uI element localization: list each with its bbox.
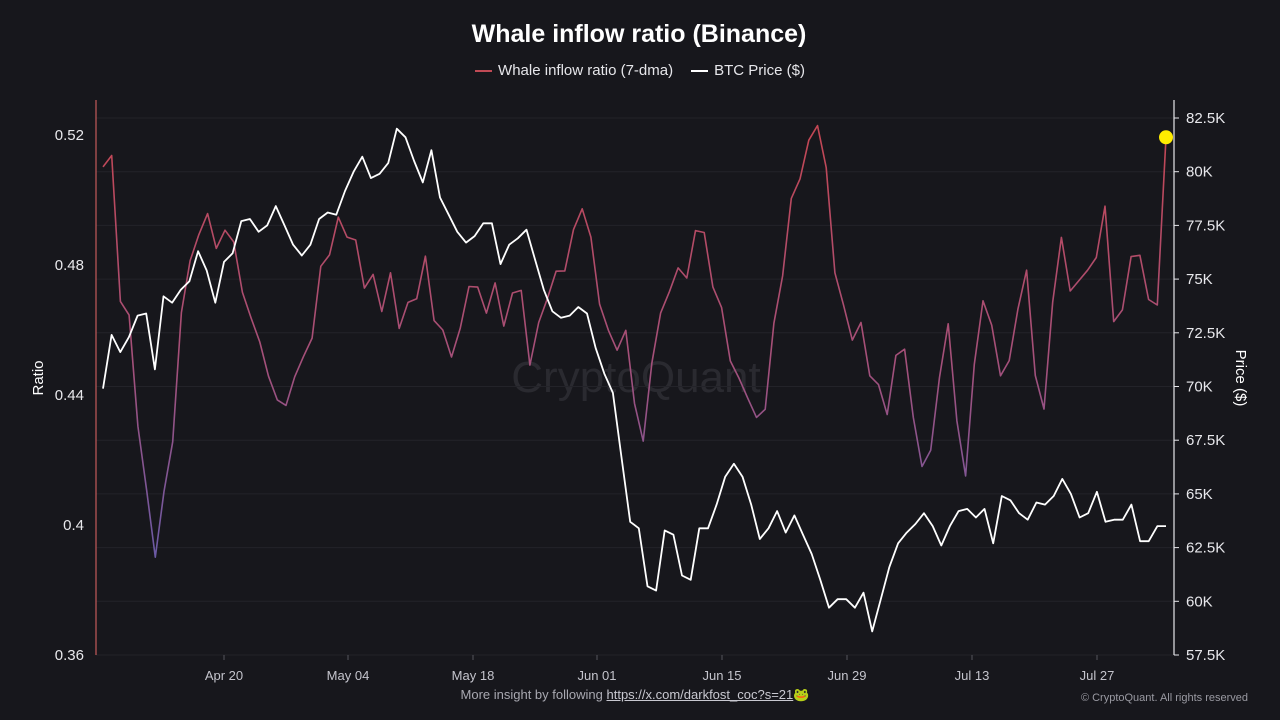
right-tick-label: 75K	[1186, 271, 1213, 288]
watermark: CryptoQuant	[511, 353, 760, 402]
x-tick-label: Jul 27	[1080, 668, 1115, 683]
x-tick-label: Jun 01	[577, 668, 616, 683]
copyright: © CryptoQuant. All rights reserved	[1080, 692, 1248, 704]
right-tick-label: 70K	[1186, 379, 1213, 396]
x-tick-label: Jul 13	[955, 668, 990, 683]
x-tick-label: May 18	[452, 668, 495, 683]
x-tick-label: Jun 15	[702, 668, 741, 683]
left-tick-label: 0.44	[55, 387, 84, 404]
footer-link[interactable]: https://x.com/darkfost_coc?s=21	[606, 687, 794, 702]
chart-title: Whale inflow ratio (Binance)	[471, 20, 807, 48]
left-tick-label: 0.48	[55, 257, 84, 274]
right-tick-label: 67.5K	[1186, 432, 1225, 449]
x-tick-label: Apr 20	[205, 668, 243, 683]
right-tick-label: 62.5K	[1186, 540, 1225, 557]
left-tick-label: 0.52	[55, 127, 84, 144]
grid	[96, 117, 1174, 656]
whale-ratio-line[interactable]	[102, 124, 1167, 558]
legend-item-whale-ratio[interactable]: Whale inflow ratio (7-dma)	[475, 62, 673, 79]
right-tick-label: 57.5K	[1186, 647, 1225, 664]
legend-item-btc-price[interactable]: BTC Price ($)	[691, 62, 805, 79]
chart-legend: Whale inflow ratio (7-dma) BTC Price ($)	[0, 62, 1280, 79]
right-tick-label: 60K	[1186, 593, 1213, 610]
btc-price-line[interactable]	[102, 127, 1166, 633]
legend-label-whale-ratio: Whale inflow ratio (7-dma)	[498, 62, 674, 79]
x-axis: Apr 20 May 04 May 18 Jun 01 Jun 15 Jun 29 Jul …	[205, 655, 1115, 683]
right-tick-label: 72.5K	[1186, 325, 1225, 342]
latest-value-marker[interactable]	[1159, 130, 1173, 145]
footer-prefix: More insight by following	[460, 687, 607, 702]
x-tick-label: Jun 29	[827, 668, 866, 683]
legend-label-btc-price: BTC Price ($)	[714, 62, 805, 79]
right-tick-label: 77.5K	[1186, 217, 1225, 234]
x-tick-label: May 04	[327, 668, 370, 683]
left-tick-label: 0.36	[55, 647, 84, 664]
legend-swatch-btc-price	[691, 69, 709, 72]
right-tick-label: 82.5K	[1186, 110, 1225, 127]
right-tick-label: 80K	[1186, 164, 1213, 181]
right-tick-label: 65K	[1186, 486, 1213, 503]
right-axis: 82.5K 80K 77.5K 75K 72.5K 70K 67.5K 65K 62.5K 60K…	[1173, 100, 1225, 664]
series-layer	[102, 124, 1173, 633]
left-axis-title: Ratio	[30, 360, 47, 395]
legend-swatch-whale-ratio	[475, 69, 493, 72]
left-axis: 0.52 0.48 0.44 0.4 0.36	[55, 100, 97, 664]
right-axis-title: Price ($)	[1232, 350, 1249, 407]
footer: More insight by following https://x.com/…	[0, 687, 1270, 703]
frog-emoji-icon: 🐸	[793, 687, 810, 702]
left-tick-label: 0.4	[63, 517, 84, 534]
